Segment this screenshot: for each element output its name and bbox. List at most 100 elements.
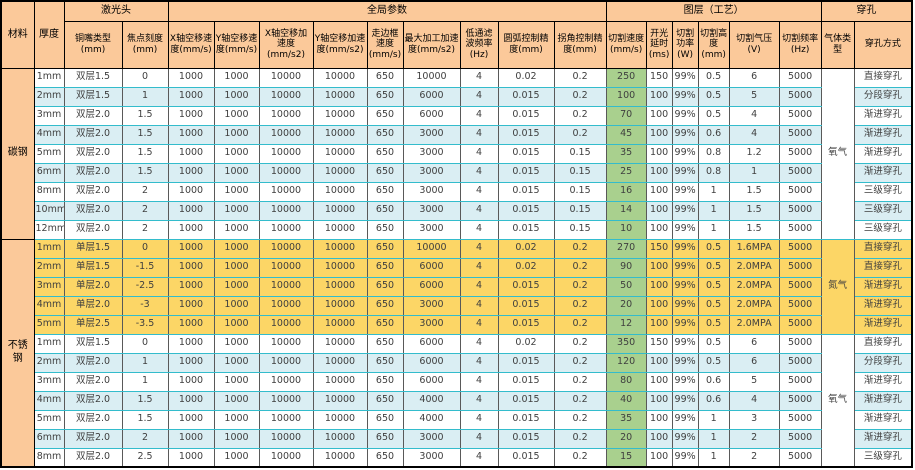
param-cell: 3 [729, 410, 780, 430]
param-cell: 0.015 [498, 315, 555, 335]
column-header: 开光延时(ms) [645, 20, 673, 69]
param-cell: 10000 [403, 68, 461, 88]
param-cell: 0.2 [554, 391, 607, 411]
focus-scale-cell: 1.5 [122, 125, 169, 145]
param-cell: 5000 [779, 277, 822, 297]
pierce-method-cell: 直接穿孔 [854, 334, 913, 354]
col-header-thickness: 厚度 [33, 0, 65, 69]
param-cell: 100 [646, 353, 673, 373]
focus-scale-cell: 0 [122, 334, 169, 354]
param-cell: 650 [367, 372, 404, 392]
param-cell: 1000 [168, 277, 215, 297]
thickness-cell: 3mm [34, 372, 65, 392]
param-cell: 5000 [779, 258, 822, 278]
param-cell: 99% [672, 448, 699, 468]
param-cell: 5 [729, 372, 780, 392]
cut-speed-cell: 16 [606, 182, 647, 202]
param-cell: 0.2 [554, 258, 607, 278]
param-cell: 99% [672, 201, 699, 221]
param-cell: 1000 [168, 201, 215, 221]
param-cell: 3000 [403, 296, 461, 316]
gas-type-cell: 氮气 [821, 238, 855, 335]
param-cell: 0.015 [498, 87, 555, 107]
param-cell: 100 [646, 277, 673, 297]
param-cell: 650 [367, 391, 404, 411]
param-cell: 10000 [259, 296, 314, 316]
focus-scale-cell: -2.5 [122, 277, 169, 297]
param-cell: 3000 [403, 163, 461, 183]
param-cell: 10000 [259, 238, 314, 259]
param-cell: 0.015 [498, 201, 555, 221]
param-cell: 4 [460, 144, 499, 164]
param-cell: 100 [646, 391, 673, 411]
param-cell: 10000 [259, 391, 314, 411]
thickness-cell: 1mm [34, 238, 65, 259]
param-cell: 10000 [313, 106, 368, 126]
param-cell: 650 [367, 296, 404, 316]
table-header: 材料 厚度 激光头 全局参数 图层（工艺） 穿孔 铜嘴类型(mm) 焦点刻度(mm) X轴空移速… [0, 0, 913, 69]
param-cell: 0.5 [698, 68, 730, 88]
group-header-layer-process: 图层（工艺） [605, 0, 822, 22]
param-cell: 0.015 [498, 353, 555, 373]
param-cell: 0.6 [698, 372, 730, 392]
cut-speed-cell: 10 [606, 220, 647, 240]
param-cell: 1000 [168, 182, 215, 202]
param-cell: 10000 [259, 353, 314, 373]
param-cell: 0.015 [498, 410, 555, 430]
param-cell: 1000 [214, 353, 260, 373]
nozzle-type-cell: 单层1.5 [64, 258, 123, 278]
param-cell: 0.15 [554, 182, 607, 202]
param-cell: 0.015 [498, 372, 555, 392]
param-cell: 1000 [168, 296, 215, 316]
thickness-cell: 1mm [34, 334, 65, 354]
focus-scale-cell: 1.5 [122, 106, 169, 126]
param-cell: 0.02 [498, 238, 555, 259]
param-cell: 0.2 [554, 87, 607, 107]
pierce-method-cell: 直接穿孔 [854, 68, 913, 88]
param-cell: 99% [672, 182, 699, 202]
param-cell: 99% [672, 372, 699, 392]
param-cell: 2.0MPA [729, 315, 780, 335]
column-header: X轴空移加速度(mm/s2) [258, 20, 314, 69]
param-cell: 1000 [168, 125, 215, 145]
param-cell: 100 [646, 315, 673, 335]
thickness-cell: 4mm [34, 125, 65, 145]
param-cell: 0.015 [498, 448, 555, 468]
cut-speed-cell: 15 [606, 448, 647, 468]
param-cell: 0.8 [698, 144, 730, 164]
thickness-cell: 10mm [34, 201, 65, 221]
column-header: 切割高度(mm) [697, 20, 730, 69]
nozzle-type-cell: 双层1.5 [64, 68, 123, 88]
param-cell: 1000 [168, 429, 215, 449]
param-cell: 0.5 [698, 258, 730, 278]
nozzle-type-cell: 双层2.0 [64, 220, 123, 240]
thickness-cell: 5mm [34, 315, 65, 335]
param-cell: 3000 [403, 125, 461, 145]
param-cell: 10000 [313, 448, 368, 468]
param-cell: 99% [672, 106, 699, 126]
param-cell: 1000 [168, 372, 215, 392]
param-cell: 10000 [313, 144, 368, 164]
param-cell: 1000 [168, 315, 215, 335]
param-cell: 4 [460, 201, 499, 221]
cut-speed-cell: 80 [606, 372, 647, 392]
pierce-method-cell: 渐进穿孔 [854, 391, 913, 411]
thickness-cell: 3mm [34, 106, 65, 126]
param-cell: 10000 [259, 87, 314, 107]
cut-speed-cell: 20 [606, 429, 647, 449]
param-cell: 10000 [259, 68, 314, 88]
thickness-cell: 8mm [34, 182, 65, 202]
param-cell: 0.15 [554, 220, 607, 240]
param-cell: 1000 [168, 144, 215, 164]
param-cell: 1 [698, 182, 730, 202]
param-cell: 1.5 [729, 201, 780, 221]
cut-speed-cell: 100 [606, 87, 647, 107]
param-cell: 1000 [168, 353, 215, 373]
param-cell: 1000 [168, 258, 215, 278]
param-cell: 4 [460, 353, 499, 373]
param-cell: 5000 [779, 410, 822, 430]
param-cell: 650 [367, 106, 404, 126]
param-cell: 1.5 [729, 220, 780, 240]
param-cell: 0.5 [698, 277, 730, 297]
param-cell: 1 [698, 220, 730, 240]
